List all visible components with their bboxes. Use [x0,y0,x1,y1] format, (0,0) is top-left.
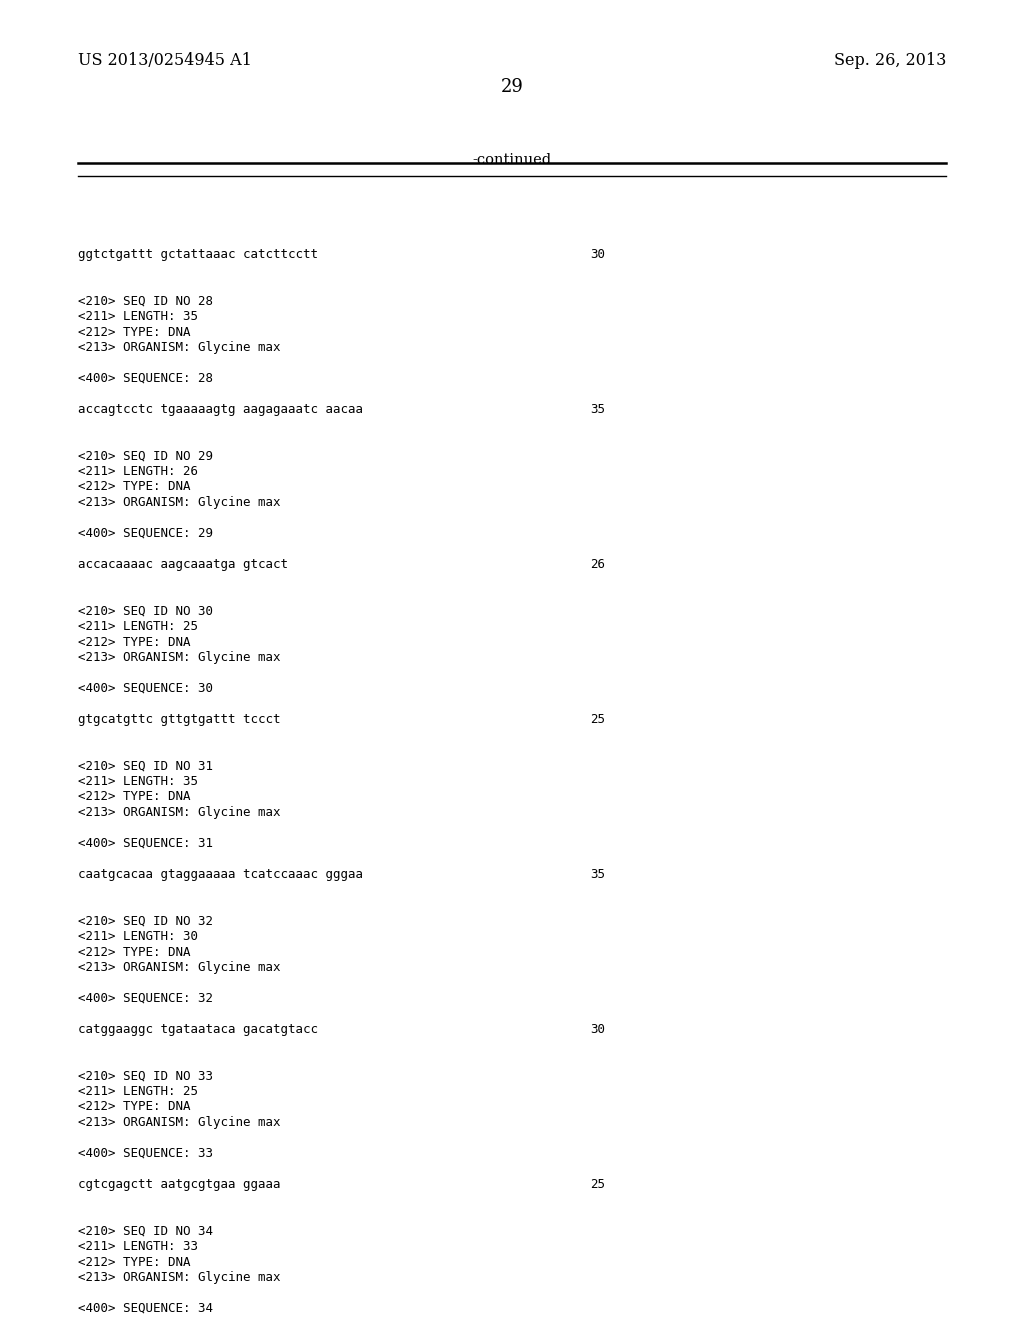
Text: -continued: -continued [472,153,552,168]
Text: <213> ORGANISM: Glycine max: <213> ORGANISM: Glycine max [78,961,281,974]
Text: 26: 26 [590,558,605,572]
Text: <213> ORGANISM: Glycine max: <213> ORGANISM: Glycine max [78,807,281,818]
Text: <211> LENGTH: 33: <211> LENGTH: 33 [78,1239,198,1253]
Text: <400> SEQUENCE: 31: <400> SEQUENCE: 31 [78,837,213,850]
Text: 25: 25 [590,1177,605,1191]
Text: <400> SEQUENCE: 34: <400> SEQUENCE: 34 [78,1302,213,1315]
Text: <211> LENGTH: 25: <211> LENGTH: 25 [78,620,198,634]
Text: 25: 25 [590,713,605,726]
Text: <211> LENGTH: 35: <211> LENGTH: 35 [78,310,198,323]
Text: <213> ORGANISM: Glycine max: <213> ORGANISM: Glycine max [78,1115,281,1129]
Text: ggtctgattt gctattaaac catcttcctt: ggtctgattt gctattaaac catcttcctt [78,248,318,261]
Text: <211> LENGTH: 25: <211> LENGTH: 25 [78,1085,198,1098]
Text: <212> TYPE: DNA: <212> TYPE: DNA [78,635,190,648]
Text: <210> SEQ ID NO 29: <210> SEQ ID NO 29 [78,450,213,462]
Text: <400> SEQUENCE: 29: <400> SEQUENCE: 29 [78,527,213,540]
Text: <400> SEQUENCE: 28: <400> SEQUENCE: 28 [78,372,213,385]
Text: 35: 35 [590,403,605,416]
Text: <213> ORGANISM: Glycine max: <213> ORGANISM: Glycine max [78,341,281,354]
Text: <210> SEQ ID NO 33: <210> SEQ ID NO 33 [78,1069,213,1082]
Text: <400> SEQUENCE: 30: <400> SEQUENCE: 30 [78,682,213,696]
Text: 29: 29 [501,78,523,96]
Text: <211> LENGTH: 30: <211> LENGTH: 30 [78,931,198,942]
Text: <213> ORGANISM: Glycine max: <213> ORGANISM: Glycine max [78,651,281,664]
Text: <211> LENGTH: 35: <211> LENGTH: 35 [78,775,198,788]
Text: US 2013/0254945 A1: US 2013/0254945 A1 [78,51,252,69]
Text: <210> SEQ ID NO 32: <210> SEQ ID NO 32 [78,915,213,928]
Text: <210> SEQ ID NO 31: <210> SEQ ID NO 31 [78,759,213,772]
Text: <210> SEQ ID NO 30: <210> SEQ ID NO 30 [78,605,213,618]
Text: 30: 30 [590,248,605,261]
Text: catggaaggc tgataataca gacatgtacc: catggaaggc tgataataca gacatgtacc [78,1023,318,1036]
Text: <212> TYPE: DNA: <212> TYPE: DNA [78,945,190,958]
Text: caatgcacaa gtaggaaaaa tcatccaaac gggaa: caatgcacaa gtaggaaaaa tcatccaaac gggaa [78,869,362,880]
Text: accagtcctc tgaaaaagtg aagagaaatc aacaa: accagtcctc tgaaaaagtg aagagaaatc aacaa [78,403,362,416]
Text: gtgcatgttc gttgtgattt tccct: gtgcatgttc gttgtgattt tccct [78,713,281,726]
Text: <212> TYPE: DNA: <212> TYPE: DNA [78,1101,190,1114]
Text: <210> SEQ ID NO 34: <210> SEQ ID NO 34 [78,1225,213,1238]
Text: <212> TYPE: DNA: <212> TYPE: DNA [78,326,190,338]
Text: 30: 30 [590,1023,605,1036]
Text: <212> TYPE: DNA: <212> TYPE: DNA [78,480,190,494]
Text: Sep. 26, 2013: Sep. 26, 2013 [834,51,946,69]
Text: <211> LENGTH: 26: <211> LENGTH: 26 [78,465,198,478]
Text: accacaaaac aagcaaatga gtcact: accacaaaac aagcaaatga gtcact [78,558,288,572]
Text: <213> ORGANISM: Glycine max: <213> ORGANISM: Glycine max [78,1271,281,1284]
Text: <210> SEQ ID NO 28: <210> SEQ ID NO 28 [78,294,213,308]
Text: 35: 35 [590,869,605,880]
Text: cgtcgagctt aatgcgtgaa ggaaa: cgtcgagctt aatgcgtgaa ggaaa [78,1177,281,1191]
Text: <400> SEQUENCE: 33: <400> SEQUENCE: 33 [78,1147,213,1160]
Text: <213> ORGANISM: Glycine max: <213> ORGANISM: Glycine max [78,496,281,510]
Text: <212> TYPE: DNA: <212> TYPE: DNA [78,1255,190,1269]
Text: <212> TYPE: DNA: <212> TYPE: DNA [78,791,190,804]
Text: <400> SEQUENCE: 32: <400> SEQUENCE: 32 [78,993,213,1005]
